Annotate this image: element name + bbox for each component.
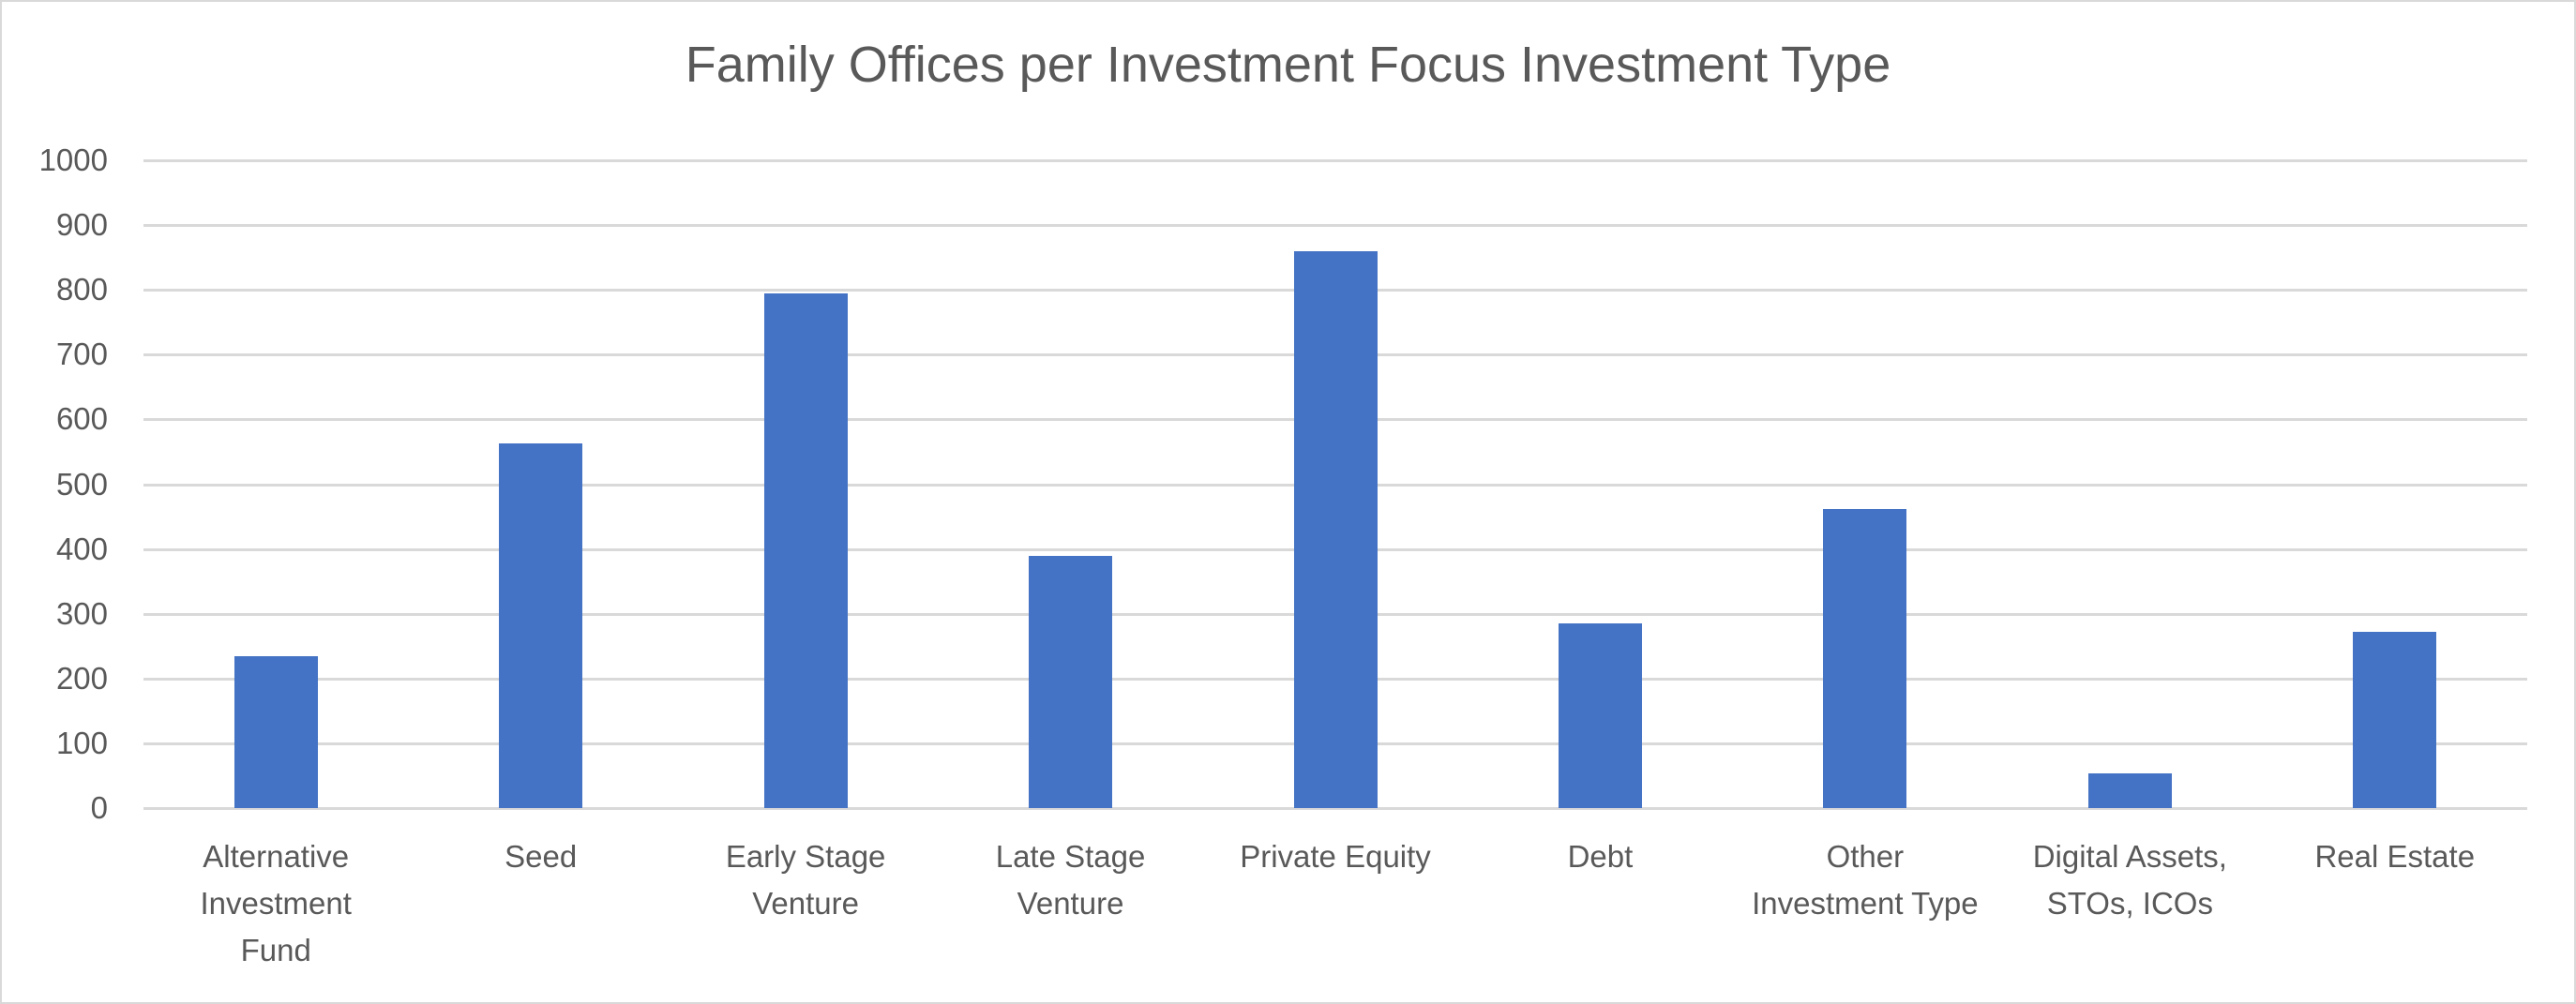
y-tick-label: 600 [55,401,108,437]
y-tick-label: 900 [55,207,108,243]
y-tick-label: 300 [55,595,108,631]
y-tick-label: 0 [90,790,108,825]
x-category-label: Digital Assets, STOs, ICOs [2032,839,2227,921]
y-tick-label: 1000 [38,142,108,177]
y-tick-label: 700 [55,337,108,372]
x-category-label: Real Estate [2314,839,2476,874]
bar[interactable] [2353,632,2437,808]
x-category-label: Other Investment Type [1752,839,1979,921]
bar[interactable] [2087,773,2172,808]
gridline [143,159,2527,162]
bar[interactable] [1029,556,1113,808]
bar[interactable] [763,292,848,808]
y-tick-label: 500 [55,466,108,502]
chart-title: Family Offices per Investment Focus Inve… [685,37,1891,93]
gridline [143,807,2527,810]
bar[interactable] [1293,251,1378,808]
plot-area [143,159,2527,810]
y-tick-label: 100 [55,725,108,760]
x-category-label: Debt [1567,839,1634,874]
x-category-label: Early Stage Venture [725,839,886,921]
x-category-label: Private Equity [1240,839,1431,874]
y-tick-label: 200 [55,660,108,696]
bar[interactable] [499,442,583,808]
x-category-label: Late Stage Venture [995,839,1146,921]
x-category-label: Alternative Investment Fund [200,839,352,967]
bar[interactable] [1558,623,1642,808]
bar[interactable] [233,655,318,808]
y-tick-label: 800 [55,272,108,307]
y-tick-label: 400 [55,531,108,566]
bar[interactable] [1823,509,1907,808]
x-category-label: Seed [505,839,578,874]
gridline [143,224,2527,228]
